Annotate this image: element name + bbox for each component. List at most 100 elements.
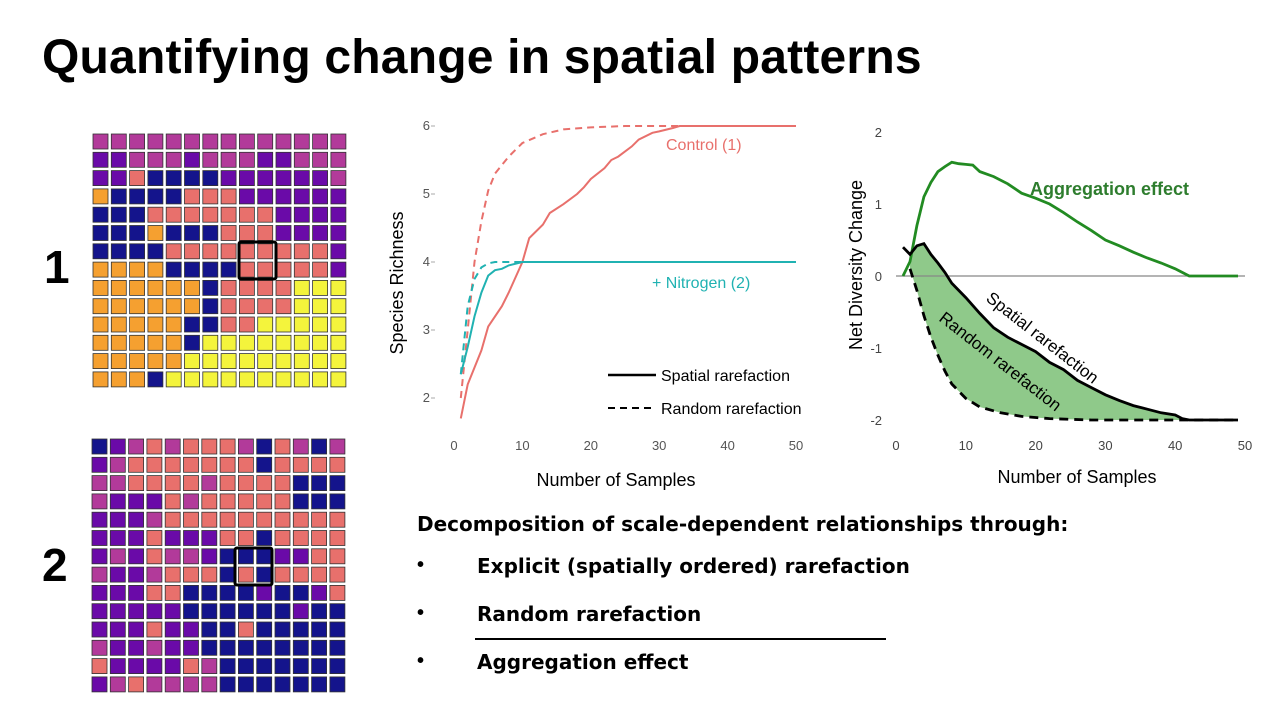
grid-cell	[202, 151, 219, 168]
grid-cell	[237, 603, 254, 620]
c1-ytick-label: 3	[423, 322, 430, 337]
grid-cell	[292, 584, 309, 601]
bullet-2-text: Random rarefaction	[477, 602, 702, 626]
grid-cell	[146, 493, 163, 510]
grid-cell	[110, 353, 127, 370]
c1-series-line-0	[459, 125, 796, 419]
grid-cell	[92, 298, 109, 315]
grid-cell	[129, 225, 145, 241]
grid-cell	[330, 225, 347, 241]
grid-cell	[184, 206, 200, 223]
grid-cell	[220, 188, 237, 205]
grid-cell	[184, 170, 200, 186]
grid-cell	[275, 151, 292, 168]
grid-cell	[92, 261, 109, 278]
grid-cell	[110, 170, 127, 186]
grid-cell	[147, 371, 164, 388]
grid-cell	[109, 566, 126, 583]
grid-cell	[275, 170, 292, 186]
grid-cell	[128, 658, 144, 675]
grid-cell	[238, 298, 255, 315]
grid-cell	[274, 621, 291, 638]
grid-cell	[311, 658, 328, 675]
grid-cell	[183, 493, 199, 510]
grid-cell	[202, 243, 219, 260]
grid-cell	[183, 475, 199, 491]
grid-cell	[312, 353, 329, 370]
grid-cell	[128, 548, 144, 565]
grid-cell	[237, 676, 254, 693]
c1-xtick-label: 20	[584, 438, 598, 453]
grid-cell	[184, 298, 200, 315]
grid-cell	[237, 475, 254, 491]
grid-cell	[202, 188, 219, 205]
c1-xtick-label: 40	[720, 438, 734, 453]
c1-series-label-nitrogen: + Nitrogen (2)	[652, 275, 750, 292]
grid-cell	[238, 206, 255, 223]
grid-cell	[220, 334, 237, 351]
grid-cell	[146, 658, 163, 675]
grid-cell	[329, 639, 346, 656]
grid-cell	[147, 206, 164, 223]
grid-cell	[256, 658, 273, 675]
grid-cell	[165, 188, 182, 205]
c2-ytick-label: 0	[875, 269, 882, 284]
grid-cell	[91, 475, 108, 491]
grid-cell	[91, 566, 108, 583]
grid-cell	[220, 243, 237, 260]
grid-cell	[219, 438, 236, 455]
c2-ytick-label: -2	[870, 413, 882, 428]
grid-cell	[184, 279, 200, 296]
grid-cell	[164, 475, 181, 491]
grid-cell	[330, 133, 347, 150]
grid-cell	[165, 279, 182, 296]
grid-cell	[129, 243, 145, 260]
grid-cell	[256, 493, 273, 510]
grid-cell	[109, 493, 126, 510]
grid-cell	[110, 298, 127, 315]
grid-cell	[220, 353, 237, 370]
grid-cell	[184, 316, 200, 333]
grid-cell	[293, 279, 310, 296]
grid-cell	[146, 511, 163, 528]
grid-cell	[183, 603, 199, 620]
grid-cell	[92, 170, 109, 186]
grid-cell	[129, 170, 145, 186]
grid-cell	[91, 603, 108, 620]
grid-cell	[109, 511, 126, 528]
c1-xtick-label: 10	[515, 438, 529, 453]
grid-cell	[330, 206, 347, 223]
grid-cell	[165, 261, 182, 278]
grid-cell	[238, 133, 255, 150]
grid-cell	[129, 279, 145, 296]
grid-cell	[329, 530, 346, 546]
grid-cell	[165, 151, 182, 168]
grid-cell	[202, 353, 219, 370]
bullet-1-text: Explicit (spatially ordered) rarefaction	[477, 554, 910, 578]
grid-cell	[329, 676, 346, 693]
grid-cell	[329, 475, 346, 491]
grid-cell	[329, 438, 346, 455]
grid-cell	[292, 511, 309, 528]
grid-cell	[92, 371, 109, 388]
grid-cell	[92, 279, 109, 296]
grid-cell	[109, 584, 126, 601]
grid-1-label: 1	[44, 241, 70, 293]
grid-cell	[329, 584, 346, 601]
grid-cell	[257, 170, 274, 186]
grid-cell	[91, 456, 108, 473]
c2-xtick-label: 40	[1168, 438, 1182, 453]
grid-cell	[256, 475, 273, 491]
grid-cell	[92, 133, 109, 150]
c2-xtick-label: 0	[892, 438, 899, 453]
grid-cell	[129, 151, 145, 168]
grid-cell	[311, 639, 328, 656]
grid-cell	[184, 243, 200, 260]
grid-cell	[292, 548, 309, 565]
grid-cell	[146, 639, 163, 656]
grid-cell	[237, 658, 254, 675]
grid-cell	[238, 188, 255, 205]
c2-xtick-label: 30	[1098, 438, 1112, 453]
grid-cell	[274, 530, 291, 546]
grid-cell	[312, 334, 329, 351]
